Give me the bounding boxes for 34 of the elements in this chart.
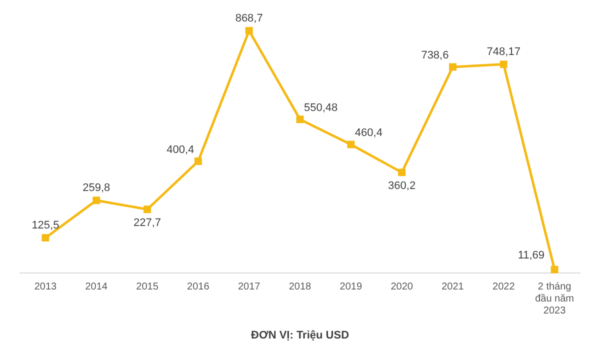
point (398, 168, 406, 176)
point (500, 60, 508, 68)
point (449, 63, 456, 71)
data-label: 748,17 (486, 46, 520, 58)
point (245, 27, 253, 34)
data-label: 259,8 (82, 182, 110, 194)
x-axis-title: ĐƠN VỊ: Triệu USD (250, 329, 350, 342)
x-tick-label: 2016 (187, 282, 210, 293)
data-label: 400,4 (166, 144, 194, 156)
x-tick-label: 2014 (85, 282, 108, 293)
x-tick-label: 2015 (136, 282, 159, 293)
data-label: 738,6 (421, 50, 449, 62)
x-tick-label: 2021 (442, 282, 464, 293)
data-label: 868,7 (235, 12, 263, 24)
point (42, 234, 50, 242)
x-tick-label: 2019 (340, 282, 362, 293)
x-tick-label: 2022 (492, 282, 516, 293)
data-label: 125,5 (32, 219, 60, 232)
x-tick-label: 2017 (238, 282, 261, 293)
data-label: 227,7 (134, 216, 162, 229)
data-label: 460,4 (354, 127, 382, 140)
point (144, 206, 151, 214)
x-tick-label: 2013 (34, 282, 58, 293)
data-label: 550,48 (304, 102, 338, 114)
x-tick-label: 2 tháng đầu năm 2023 (535, 282, 574, 317)
data-label: 11,69 (518, 250, 545, 262)
point (550, 266, 558, 274)
data-label: 360,2 (388, 180, 416, 192)
x-tick-label: 2018 (288, 282, 312, 293)
point (92, 196, 100, 204)
point (347, 140, 355, 148)
x-tick-label: 2020 (390, 282, 414, 293)
point (194, 157, 202, 165)
point (296, 116, 304, 124)
